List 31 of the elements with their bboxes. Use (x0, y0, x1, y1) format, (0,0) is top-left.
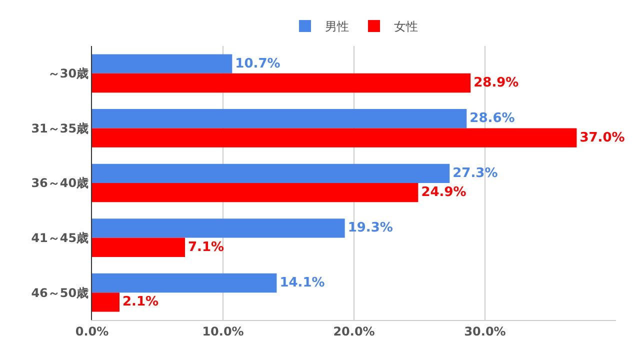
x-tick-label: 20.0% (333, 324, 375, 338)
y-tick-label: 36～40歳 (31, 176, 89, 190)
data-label: 37.0% (580, 130, 625, 146)
bar (92, 164, 450, 183)
x-tick-label: 0.0% (75, 324, 109, 338)
data-label: 27.3% (452, 166, 498, 181)
data-label: 7.1% (188, 240, 224, 255)
y-tick-label: ～30歳 (48, 66, 89, 81)
y-tick-label: 46～50歳 (31, 286, 89, 300)
bar (92, 218, 345, 238)
data-label: 14.1% (280, 276, 325, 291)
bar (92, 292, 120, 312)
bar (92, 54, 232, 74)
x-tick-label: 30.0% (464, 324, 506, 338)
bar (92, 109, 467, 128)
x-tick-label: 10.0% (202, 324, 244, 338)
data-label: 28.6% (470, 111, 515, 126)
legend-label: 女性 (394, 20, 418, 34)
bar (92, 238, 186, 257)
bar (92, 273, 277, 293)
data-label: 28.9% (474, 75, 519, 90)
bar (92, 183, 418, 202)
legend-label: 男性 (325, 20, 349, 34)
data-label: 10.7% (235, 56, 280, 72)
data-label: 2.1% (122, 294, 159, 310)
y-tick-label: 31～35歳 (31, 121, 89, 136)
bar (92, 128, 577, 148)
data-label: 19.3% (348, 220, 393, 236)
data-label: 24.9% (421, 185, 466, 200)
bar (92, 73, 471, 93)
y-tick-label: 41～45歳 (31, 231, 89, 245)
